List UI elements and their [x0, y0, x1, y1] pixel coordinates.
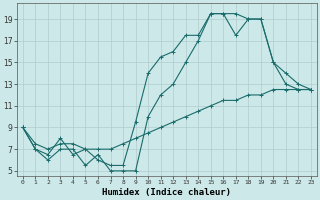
X-axis label: Humidex (Indice chaleur): Humidex (Indice chaleur) — [102, 188, 231, 197]
